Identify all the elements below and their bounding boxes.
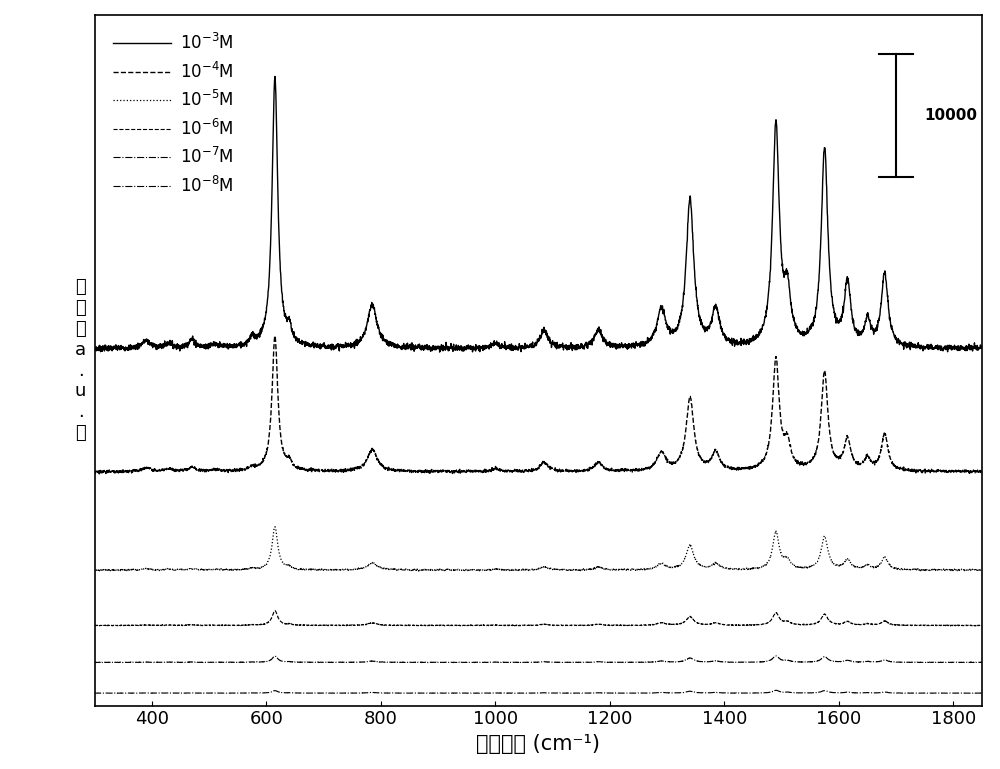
Legend: $\mathregular{10^{-3}}$M, $\mathregular{10^{-4}}$M, $\mathregular{10^{-5}}$M, $\: $\mathregular{10^{-3}}$M, $\mathregular{… [103, 23, 243, 205]
X-axis label: 拉曼位移 (cm⁻¹): 拉曼位移 (cm⁻¹) [476, 734, 600, 754]
Y-axis label: 强
度
（
a
.
u
.
）: 强 度 （ a . u . ） [75, 278, 86, 442]
Text: 10000: 10000 [925, 108, 978, 123]
